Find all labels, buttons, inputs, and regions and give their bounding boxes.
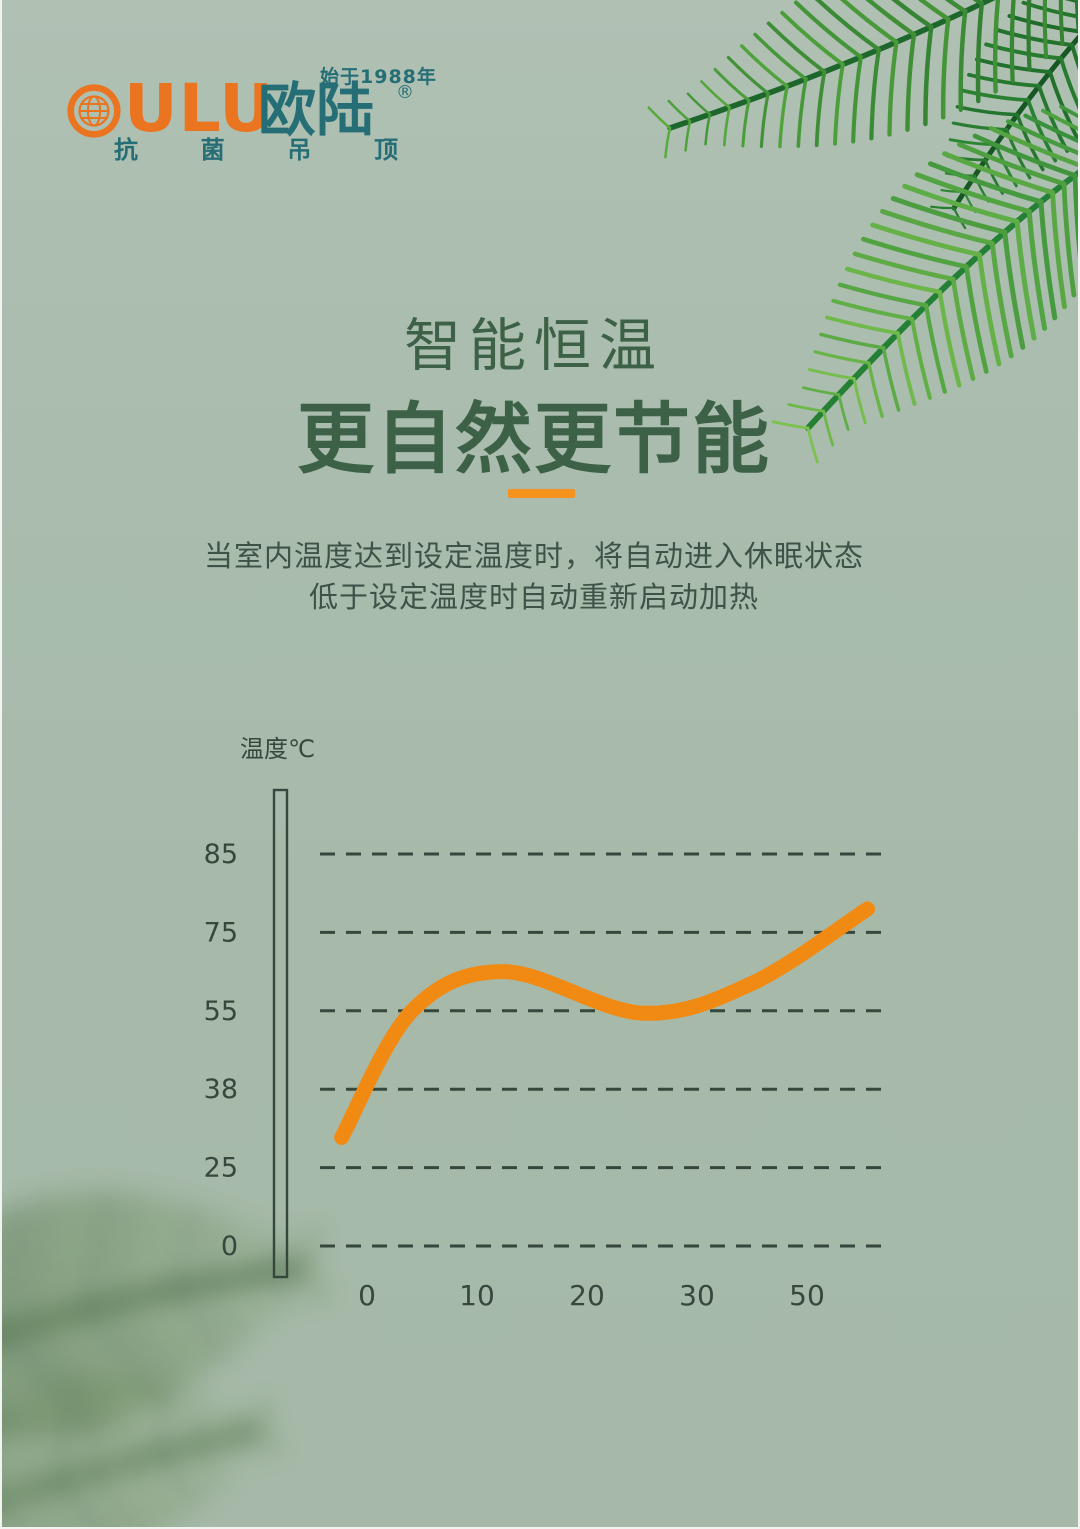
tagline-char: 吊 xyxy=(287,136,312,164)
x-tick-label: 0 xyxy=(358,1279,376,1312)
x-tick-label: 30 xyxy=(679,1279,715,1312)
page-title: 智能恒温 xyxy=(404,313,664,379)
y-axis-bar xyxy=(272,788,289,1279)
temperature-curve xyxy=(334,901,875,1145)
y-tick-label: 38 xyxy=(204,1074,238,1105)
x-tick-label: 50 xyxy=(789,1279,825,1312)
tagline-char: 抗 xyxy=(114,136,138,164)
description-line-1: 当室内温度达到设定温度时，将自动进入休眠状态 xyxy=(203,539,864,573)
since-label: 始于1988年 xyxy=(320,66,437,88)
palm-frond xyxy=(930,0,1078,230)
description: 当室内温度达到设定温度时，将自动进入休眠状态 低于设定温度时自动重新启动加热 xyxy=(2,536,1066,618)
y-tick-label: 75 xyxy=(204,917,238,948)
palm-frond xyxy=(647,0,1078,159)
brand-tagline: 抗 菌 吊 顶 xyxy=(114,130,398,165)
y-tick-label: 55 xyxy=(204,996,238,1027)
y-tick-label: 85 xyxy=(204,839,238,870)
y-tick-label: 25 xyxy=(204,1153,238,1184)
brand-logo-chinese: 欧陆 xyxy=(258,76,375,144)
y-axis-label: 温度℃ xyxy=(240,735,315,763)
blurred-frond xyxy=(2,1380,281,1527)
y-tick-label: 0 xyxy=(221,1231,238,1262)
globe-icon xyxy=(67,84,121,138)
x-tick-label: 10 xyxy=(459,1279,495,1312)
description-line-2: 低于设定温度时自动重新启动加热 xyxy=(308,580,759,614)
registered-trademark: ® xyxy=(396,82,414,103)
blurred-leaf-bottom-left xyxy=(2,1190,327,1527)
page-subtitle: 更自然更节能 xyxy=(297,396,771,485)
tagline-char: 顶 xyxy=(373,136,398,164)
blurred-frond xyxy=(2,1190,327,1443)
tagline-char: 菌 xyxy=(200,136,225,164)
x-tick-label: 20 xyxy=(569,1279,605,1312)
accent-divider xyxy=(508,489,575,498)
brand-logo-text: ULU xyxy=(124,70,274,147)
